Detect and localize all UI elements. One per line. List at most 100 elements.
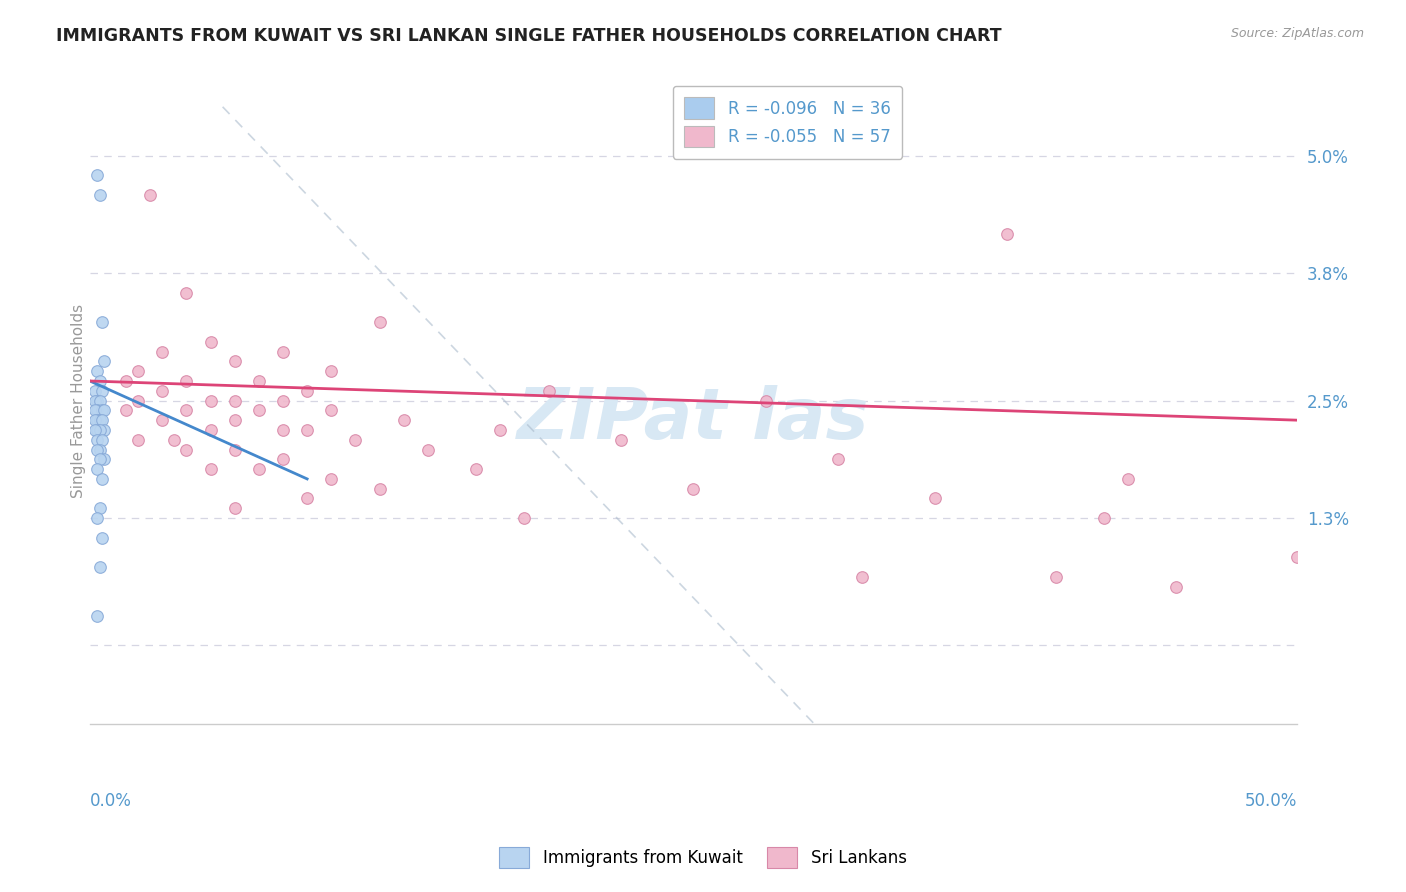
Point	[200, 334, 222, 349]
Point	[93, 403, 115, 417]
Point	[86, 423, 108, 437]
Point	[150, 413, 173, 427]
Point	[86, 364, 108, 378]
Point	[392, 413, 415, 427]
Point	[86, 393, 108, 408]
Point	[682, 482, 704, 496]
Point	[537, 384, 560, 398]
Point	[321, 403, 343, 417]
Point	[86, 442, 108, 457]
Point	[224, 354, 246, 368]
Point	[93, 423, 115, 437]
Point	[176, 374, 198, 388]
Point	[90, 433, 112, 447]
Point	[115, 403, 138, 417]
Point	[83, 423, 105, 437]
Point	[271, 423, 294, 437]
Legend: Immigrants from Kuwait, Sri Lankans: Immigrants from Kuwait, Sri Lankans	[492, 840, 914, 875]
Point	[224, 501, 246, 516]
Point	[127, 364, 149, 378]
Point	[90, 472, 112, 486]
Point	[1285, 550, 1308, 565]
Point	[86, 169, 108, 183]
Point	[163, 433, 186, 447]
Point	[513, 511, 536, 525]
Point	[150, 384, 173, 398]
Point	[295, 423, 318, 437]
Point	[115, 374, 138, 388]
Text: Source: ZipAtlas.com: Source: ZipAtlas.com	[1230, 27, 1364, 40]
Point	[1045, 570, 1067, 584]
Point	[200, 423, 222, 437]
Point	[83, 403, 105, 417]
Point	[90, 413, 112, 427]
Point	[224, 442, 246, 457]
Point	[1092, 511, 1115, 525]
Point	[83, 393, 105, 408]
Point	[90, 315, 112, 329]
Point	[755, 393, 778, 408]
Point	[89, 423, 111, 437]
Point	[89, 501, 111, 516]
Point	[416, 442, 439, 457]
Point	[489, 423, 512, 437]
Point	[89, 188, 111, 202]
Text: 0.0%: 0.0%	[90, 792, 132, 810]
Point	[90, 384, 112, 398]
Point	[89, 393, 111, 408]
Point	[86, 609, 108, 624]
Point	[150, 344, 173, 359]
Point	[93, 354, 115, 368]
Point	[224, 393, 246, 408]
Text: IMMIGRANTS FROM KUWAIT VS SRI LANKAN SINGLE FATHER HOUSEHOLDS CORRELATION CHART: IMMIGRANTS FROM KUWAIT VS SRI LANKAN SIN…	[56, 27, 1002, 45]
Point	[321, 472, 343, 486]
Point	[851, 570, 873, 584]
Point	[247, 374, 270, 388]
Point	[176, 285, 198, 300]
Point	[200, 462, 222, 476]
Point	[247, 462, 270, 476]
Point	[465, 462, 488, 476]
Legend: R = -0.096   N = 36, R = -0.055   N = 57: R = -0.096 N = 36, R = -0.055 N = 57	[673, 86, 903, 159]
Point	[344, 433, 367, 447]
Point	[368, 315, 391, 329]
Point	[86, 403, 108, 417]
Point	[295, 491, 318, 506]
Point	[176, 442, 198, 457]
Point	[86, 511, 108, 525]
Point	[89, 374, 111, 388]
Point	[89, 442, 111, 457]
Point	[271, 452, 294, 467]
Point	[271, 393, 294, 408]
Point	[247, 403, 270, 417]
Point	[224, 413, 246, 427]
Point	[1116, 472, 1139, 486]
Point	[90, 403, 112, 417]
Point	[924, 491, 946, 506]
Point	[995, 227, 1018, 241]
Point	[83, 384, 105, 398]
Point	[271, 344, 294, 359]
Point	[127, 433, 149, 447]
Point	[89, 413, 111, 427]
Point	[90, 531, 112, 545]
Y-axis label: Single Father Households: Single Father Households	[72, 303, 86, 498]
Point	[827, 452, 849, 467]
Point	[321, 364, 343, 378]
Point	[1166, 580, 1188, 594]
Point	[176, 403, 198, 417]
Point	[83, 413, 105, 427]
Point	[89, 560, 111, 574]
Text: 50.0%: 50.0%	[1244, 792, 1296, 810]
Point	[295, 384, 318, 398]
Point	[610, 433, 633, 447]
Point	[89, 452, 111, 467]
Point	[86, 413, 108, 427]
Point	[200, 393, 222, 408]
Point	[86, 433, 108, 447]
Point	[127, 393, 149, 408]
Text: ZIPat las: ZIPat las	[517, 385, 870, 454]
Point	[139, 188, 162, 202]
Point	[93, 452, 115, 467]
Point	[86, 462, 108, 476]
